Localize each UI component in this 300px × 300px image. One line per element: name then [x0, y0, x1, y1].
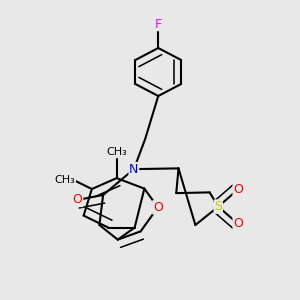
Text: CH₃: CH₃ [55, 176, 75, 185]
Text: O: O [233, 183, 243, 196]
Text: S: S [214, 200, 222, 213]
Text: F: F [155, 17, 162, 31]
Text: O: O [233, 218, 243, 230]
Text: N: N [129, 163, 139, 176]
Text: O: O [153, 201, 163, 214]
Text: CH₃: CH₃ [106, 147, 127, 157]
Text: O: O [73, 194, 82, 206]
